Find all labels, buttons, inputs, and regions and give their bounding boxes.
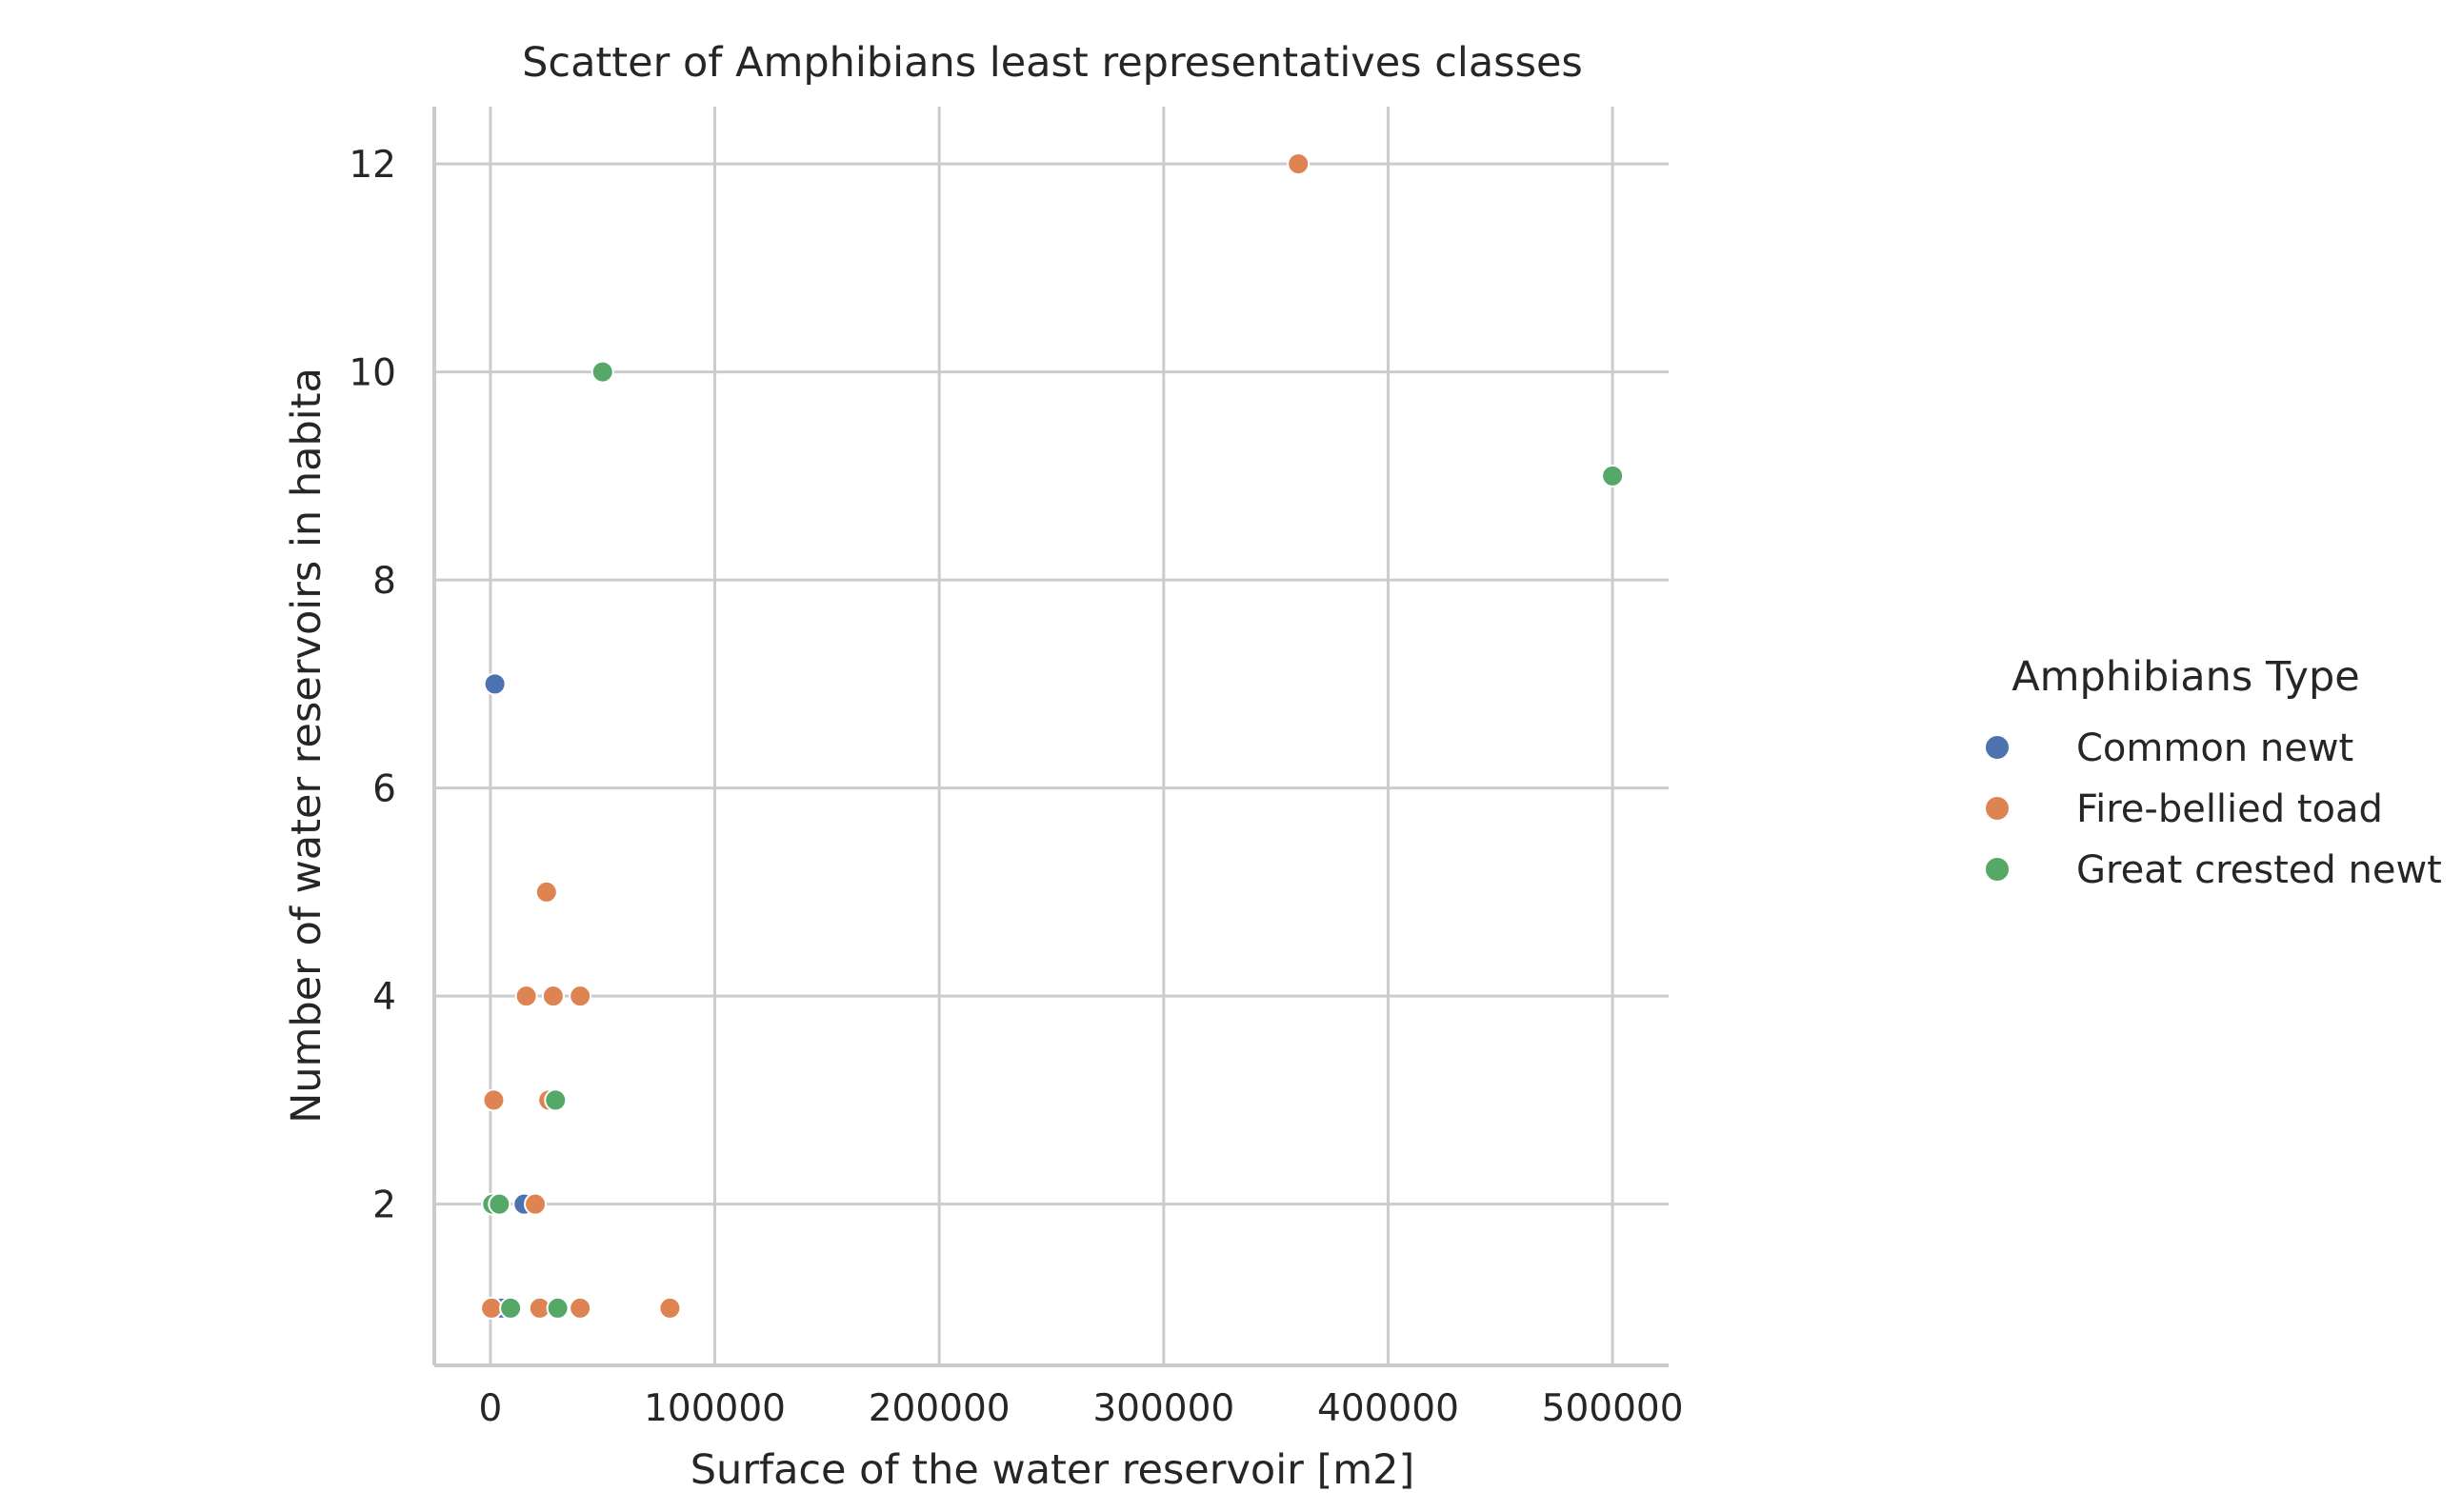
data-point (546, 1296, 570, 1320)
data-point (480, 1296, 504, 1320)
x-axis-label: Surface of the water reservoir [m2] (691, 1446, 1415, 1494)
x-tick-label: 500000 (1542, 1387, 1684, 1430)
data-point (590, 360, 614, 384)
y-tick-label: 8 (372, 560, 396, 603)
legend-label: Great crested newt (2076, 848, 2442, 892)
data-point (544, 1088, 568, 1112)
y-axis-label: Number of water reservoirs in habita (283, 368, 330, 1124)
legend: Amphibians Type Common newt Fire-bellied … (1984, 653, 2442, 892)
y-tick-label: 12 (349, 144, 396, 187)
x-tick-label: 200000 (869, 1387, 1011, 1430)
data-point (514, 985, 538, 1008)
data-point (534, 880, 558, 904)
data-point (1601, 464, 1625, 487)
y-tick-label: 10 (349, 352, 396, 395)
axes (432, 107, 1669, 1367)
legend-title: Amphibians Type (2012, 653, 2359, 701)
legend-marker (1984, 734, 2011, 761)
x-tick-label: 100000 (644, 1387, 786, 1430)
data-point (569, 985, 592, 1008)
legend-marker (1984, 795, 2011, 822)
legend-marker (1984, 856, 2011, 883)
data-point (488, 1192, 511, 1216)
legend-label: Fire-bellied toad (2076, 787, 2383, 831)
x-tick-label: 0 (478, 1387, 502, 1430)
data-point (658, 1296, 682, 1320)
y-tick-label: 4 (372, 976, 396, 1019)
data-point (1287, 152, 1311, 176)
x-tick-label: 400000 (1317, 1387, 1459, 1430)
data-points (480, 152, 1625, 1320)
data-point (499, 1296, 523, 1320)
legend-label: Common newt (2076, 726, 2353, 770)
y-tick-label: 2 (372, 1184, 396, 1227)
chart-title: Scatter of Amphibians least representati… (522, 39, 1583, 87)
data-point (524, 1192, 548, 1216)
tick-labels: 0 100000 200000 300000 400000 500000 2 4 6 8 10 12 (349, 144, 1683, 1430)
grid-lines (434, 107, 1669, 1365)
data-point (483, 672, 507, 696)
data-point (541, 985, 565, 1008)
data-point (482, 1088, 506, 1112)
y-tick-label: 6 (372, 768, 396, 811)
data-point (569, 1296, 592, 1320)
x-tick-label: 300000 (1092, 1387, 1234, 1430)
